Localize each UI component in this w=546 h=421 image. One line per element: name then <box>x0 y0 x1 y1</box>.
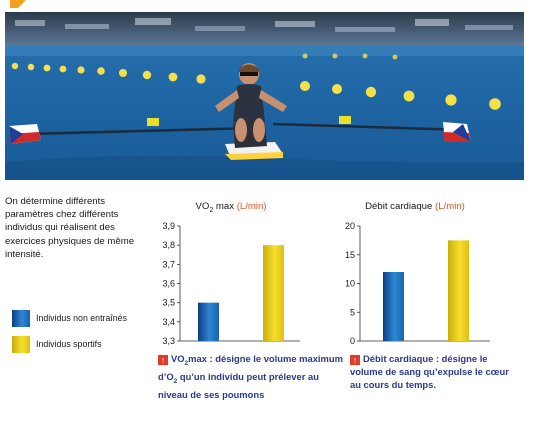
bar-cardiac-athletes <box>448 240 469 341</box>
bar-vo2max-untrained <box>198 302 219 341</box>
caption-vo2max-sub: 2 <box>184 359 189 367</box>
caption-vo2max: ↑ VO2max : désigne le volume maximum d’O2… <box>158 352 343 401</box>
legend-item-untrained: Individus non entraînés <box>12 309 127 327</box>
chart-title-vo2max: VO2 max (L/min) <box>186 201 276 214</box>
y-tick-label-vo2max: 3,4 <box>162 317 175 327</box>
chart-title-vo2max-prefix: VO <box>195 201 210 212</box>
y-tick-label-vo2max: 3,8 <box>162 240 175 250</box>
rower-photo <box>5 12 524 180</box>
caption-vo2max-sub2: 2 <box>173 377 178 385</box>
chart-title-cardiac-unit: (L/min) <box>435 201 465 212</box>
chart-title-cardiac: Débit cardiaque (L/min) <box>345 201 485 212</box>
y-tick-label-vo2max: 3,5 <box>162 298 175 308</box>
y-tick-label-cardiac: 15 <box>345 250 355 260</box>
caption-cardiac: ↑ Débit cardiaque : désigne le volume de … <box>350 352 522 391</box>
legend-item-athletes: Individus sportifs <box>12 335 127 353</box>
y-tick-label-vo2max: 3,3 <box>162 336 175 346</box>
caption-vo2max-text1: max : désigne le volume maximum d’O <box>158 353 343 382</box>
up-arrow-icon: ↑ <box>158 355 168 365</box>
y-tick-label-vo2max: 3,9 <box>162 221 175 231</box>
intro-paragraph: On détermine différents paramètres chez … <box>5 196 135 260</box>
y-tick-label-vo2max: 3,6 <box>162 279 175 289</box>
chart-title-vo2max-unit: (L/min) <box>236 201 267 212</box>
legend: Individus non entraînés Individus sporti… <box>12 309 127 361</box>
up-arrow-icon: ↑ <box>350 355 360 365</box>
chart-title-cardiac-main: Débit cardiaque <box>365 201 435 212</box>
legend-swatch-untrained <box>12 309 30 327</box>
corner-tab-decoration <box>10 0 26 8</box>
caption-vo2max-text2: qu’un individu peut prélever au niveau d… <box>158 370 319 400</box>
bar-cardiac-untrained <box>383 272 404 341</box>
y-tick-label-cardiac: 20 <box>345 221 355 231</box>
y-tick-label-cardiac: 10 <box>345 279 355 289</box>
caption-cardiac-text: Débit cardiaque : désigne le volume de s… <box>350 353 509 390</box>
legend-label-untrained: Individus non entraînés <box>36 313 127 323</box>
y-tick-label-vo2max: 3,7 <box>162 259 175 269</box>
legend-label-athletes: Individus sportifs <box>36 339 102 349</box>
chart-title-vo2max-sub: 2 <box>209 206 214 214</box>
y-tick-label-cardiac: 5 <box>350 307 355 317</box>
legend-swatch-athletes <box>12 335 30 353</box>
caption-vo2max-pre: VO <box>171 353 185 364</box>
chart-title-vo2max-main: max <box>213 201 235 212</box>
y-tick-label-cardiac: 0 <box>350 336 355 346</box>
bar-vo2max-athletes <box>263 245 284 341</box>
